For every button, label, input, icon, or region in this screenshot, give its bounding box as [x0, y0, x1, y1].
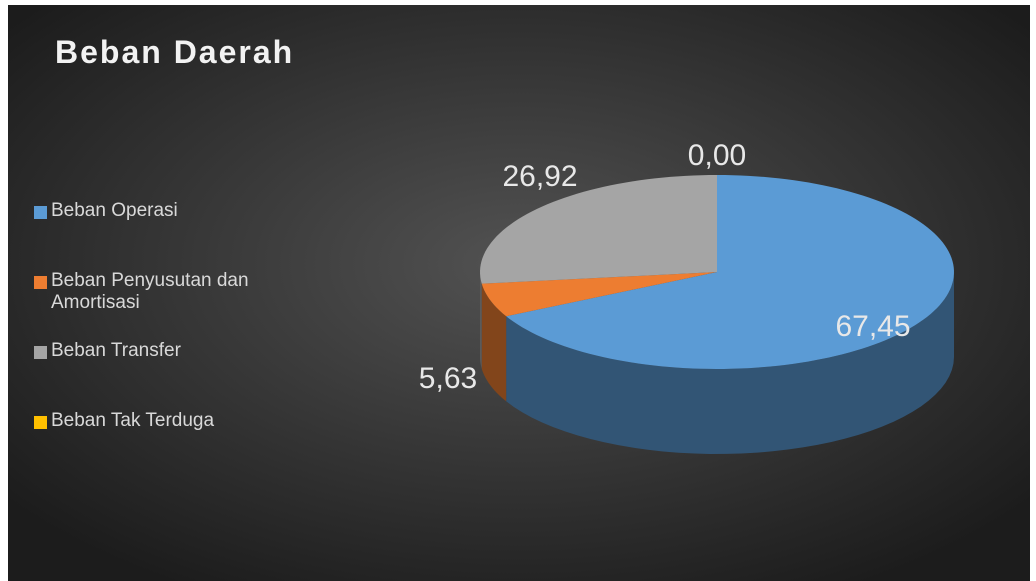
- pie-side: [481, 283, 507, 402]
- legend-item: Beban Tak Terduga: [34, 410, 324, 480]
- legend: Beban Operasi Beban Penyusutan dan Amorti…: [34, 200, 324, 480]
- pie-slice: [480, 175, 717, 284]
- data-label: 26,92: [502, 160, 577, 193]
- legend-label: Beban Penyusutan dan Amortisasi: [51, 270, 249, 313]
- legend-item: Beban Operasi: [34, 200, 324, 270]
- legend-label: Beban Transfer: [51, 340, 181, 361]
- legend-label: Beban Tak Terduga: [51, 410, 215, 431]
- data-label: 5,63: [419, 362, 477, 395]
- legend-swatch: [34, 346, 47, 359]
- data-label: 67,45: [835, 310, 910, 343]
- legend-swatch: [34, 276, 47, 289]
- chart-title: Beban Daerah: [55, 34, 295, 70]
- legend-label: Beban Operasi: [51, 200, 178, 221]
- legend-item: Beban Transfer: [34, 340, 324, 410]
- legend-item: Beban Penyusutan dan Amortisasi: [34, 270, 324, 340]
- data-label: 0,00: [688, 139, 746, 172]
- legend-swatch: [34, 416, 47, 429]
- pie-side: [480, 272, 482, 369]
- legend-swatch: [34, 206, 47, 219]
- pie-slice: [506, 175, 954, 369]
- pie-side: [506, 272, 954, 454]
- pie-slice: [481, 272, 717, 317]
